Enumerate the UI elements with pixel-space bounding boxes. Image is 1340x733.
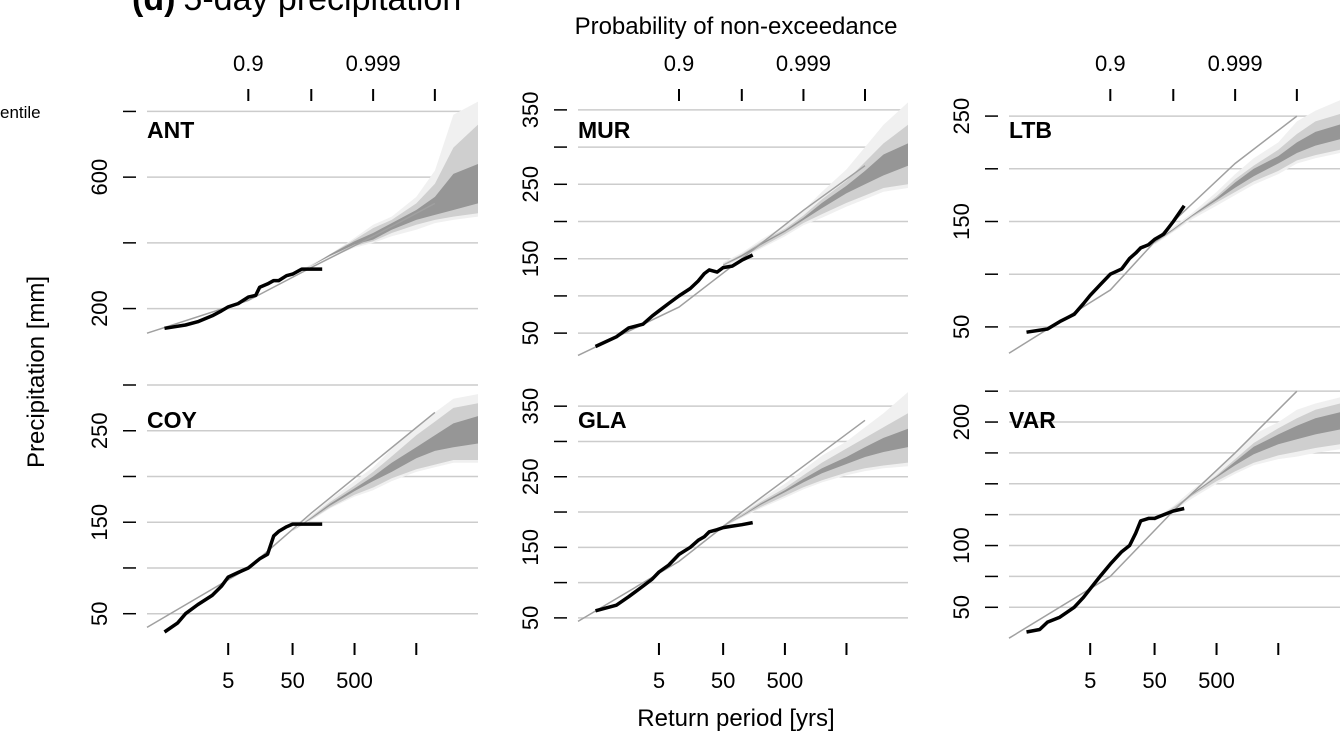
bottom-tick-label: 5	[1084, 668, 1096, 693]
site-label: LTB	[1009, 117, 1052, 143]
band-inner	[292, 416, 478, 531]
bottom-tick-label: 500	[336, 668, 373, 693]
top-axis-label: Probability of non-exceedance	[575, 13, 898, 40]
y-tick-label: 200	[949, 404, 974, 441]
panel-ltb: 50 150 250 LTB 0.9 0.999	[949, 51, 1340, 354]
bottom-tick-label: 500	[767, 668, 804, 693]
fit-line	[146, 411, 436, 629]
y-axis-label: Precipitation [mm]	[23, 276, 50, 468]
panel-var: 50 100 200 VAR 5 50 500	[949, 390, 1340, 693]
band-mid	[723, 124, 908, 267]
y-tick-label: 150	[949, 203, 974, 240]
y-tick-label: 600	[87, 159, 112, 196]
y-tick-label: 350	[518, 92, 543, 129]
y-tick-label: 50	[949, 315, 974, 339]
site-label: ANT	[147, 117, 194, 143]
bottom-tick-label: 500	[1198, 668, 1235, 693]
figure-title-text: 5-day precipitation	[183, 0, 461, 18]
bottom-tick-label: 50	[711, 668, 735, 693]
top-tick-label: 0.9	[233, 51, 264, 76]
y-tick-label: 100	[949, 527, 974, 564]
band-outer	[723, 392, 908, 528]
y-tick-label: 250	[518, 166, 543, 203]
observed-line	[1026, 506, 1185, 634]
legend-fragment: entile	[0, 103, 41, 122]
top-tick-label: 0.999	[346, 51, 401, 76]
band-inner	[292, 164, 478, 275]
observed-line	[164, 267, 323, 331]
y-tick-label: 200	[87, 290, 112, 327]
y-tick-label: 50	[949, 595, 974, 619]
y-tick-label: 150	[518, 240, 543, 277]
band-inner	[723, 428, 908, 527]
band-mid	[723, 413, 908, 527]
top-tick-label: 0.999	[776, 51, 831, 76]
observed-line	[595, 520, 754, 613]
panel-ant: 200 600 ANT 0.9 0.999	[87, 51, 478, 334]
y-tick-label: 250	[518, 458, 543, 495]
y-tick-label: 350	[518, 388, 543, 425]
band-inner	[1154, 412, 1340, 521]
bottom-tick-label: 50	[1142, 668, 1166, 693]
y-tick-label: 50	[518, 321, 543, 345]
x-axis-label: Return period [yrs]	[637, 705, 834, 732]
y-tick-label: 150	[87, 504, 112, 541]
y-tick-label: 150	[518, 529, 543, 566]
bottom-tick-label: 5	[222, 668, 234, 693]
top-tick-label: 0.9	[1095, 51, 1126, 76]
bottom-tick-label: 5	[653, 668, 665, 693]
panel-gla: 50 150 250 350 GLA 5 50 500	[518, 388, 908, 693]
site-label: GLA	[578, 407, 627, 433]
bottom-tick-label: 50	[280, 668, 304, 693]
y-tick-label: 50	[87, 601, 112, 625]
observed-line	[594, 253, 754, 349]
observed-line	[1026, 204, 1186, 334]
top-tick-label: 0.999	[1208, 51, 1263, 76]
figure-title: (d) 5-day precipitation	[132, 0, 461, 18]
y-tick-label: 50	[518, 606, 543, 630]
site-label: COY	[147, 407, 197, 433]
figure-title-letter: (d)	[132, 0, 175, 18]
y-tick-label: 250	[87, 412, 112, 449]
y-tick-label: 250	[949, 98, 974, 135]
top-tick-label: 0.9	[664, 51, 695, 76]
panel-mur: 50 150 250 350 MUR 0.9 0.999	[518, 51, 908, 357]
band-inner	[723, 143, 908, 266]
fit-line	[1008, 115, 1298, 354]
panel-coy: 50 150 250 COY 5 50 500	[87, 384, 478, 693]
site-label: MUR	[578, 117, 631, 143]
site-label: VAR	[1009, 407, 1056, 433]
observed-line	[163, 522, 323, 634]
band-inner	[1154, 124, 1340, 243]
fit-line	[577, 419, 866, 623]
